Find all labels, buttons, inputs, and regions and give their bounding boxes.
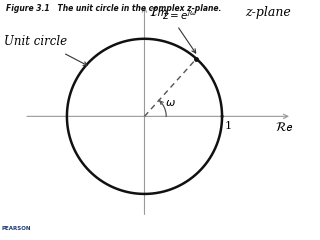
Text: 1: 1 xyxy=(224,121,231,131)
Text: Unit circle: Unit circle xyxy=(4,35,68,48)
Text: $z = e^{j\omega}$: $z = e^{j\omega}$ xyxy=(162,8,196,22)
Text: Figure 3.1   The unit circle in the complex z-plane.: Figure 3.1 The unit circle in the comple… xyxy=(6,4,221,12)
Text: z-plane: z-plane xyxy=(245,6,291,19)
Text: PEARSON: PEARSON xyxy=(2,226,31,231)
Text: $\omega$: $\omega$ xyxy=(165,98,175,108)
Text: Copyright ©2010, ©1999 by Pearson Education, Inc.
All rights reserved.: Copyright ©2010, ©1999 by Pearson Educat… xyxy=(203,222,318,231)
Text: Discrete-Time Signal Processing, Third Edition
Alan V. Oppenheim • Ronald W. Sch: Discrete-Time Signal Processing, Third E… xyxy=(37,222,137,231)
Text: $\mathcal{Re}$: $\mathcal{Re}$ xyxy=(275,121,293,134)
FancyBboxPatch shape xyxy=(2,219,32,238)
Text: $\mathcal{Im}$: $\mathcal{Im}$ xyxy=(149,6,168,19)
